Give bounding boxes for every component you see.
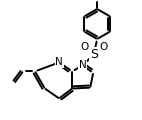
Text: N: N: [55, 57, 63, 67]
Text: S: S: [90, 48, 98, 61]
Text: O: O: [80, 42, 88, 52]
Text: N: N: [79, 60, 87, 70]
Text: O: O: [100, 42, 108, 52]
